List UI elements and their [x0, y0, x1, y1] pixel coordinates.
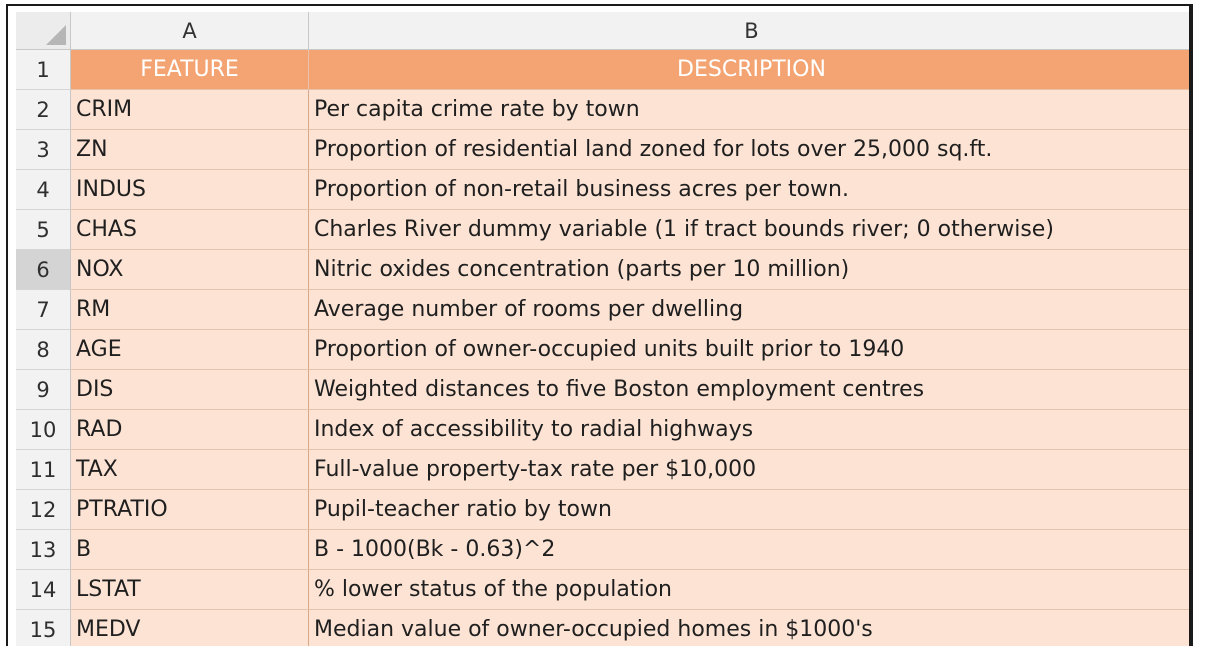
select-all-corner[interactable]: [16, 12, 71, 50]
feature-cell[interactable]: PTRATIO: [71, 490, 309, 530]
feature-cell[interactable]: B: [71, 530, 309, 570]
table-row: 13 B B - 1000(Bk - 0.63)^2: [16, 530, 1189, 570]
select-all-triangle-icon: [46, 25, 66, 45]
description-cell[interactable]: Proportion of owner-occupied units built…: [309, 330, 1189, 370]
table-header-row: 1 FEATURE DESCRIPTION: [16, 50, 1189, 90]
feature-cell[interactable]: RAD: [71, 410, 309, 450]
description-cell[interactable]: Full-value property-tax rate per $10,000: [309, 450, 1189, 490]
feature-cell[interactable]: DIS: [71, 370, 309, 410]
row-number[interactable]: 5: [16, 210, 71, 250]
table-row: 11 TAX Full-value property-tax rate per $1…: [16, 450, 1189, 490]
description-cell[interactable]: Charles River dummy variable (1 if tract…: [309, 210, 1189, 250]
description-cell[interactable]: Pupil-teacher ratio by town: [309, 490, 1189, 530]
description-cell[interactable]: % lower status of the population: [309, 570, 1189, 610]
feature-cell[interactable]: MEDV: [71, 610, 309, 646]
table-row: 15 MEDV Median value of owner-occupied hom…: [16, 610, 1189, 646]
description-cell[interactable]: Index of accessibility to radial highway…: [309, 410, 1189, 450]
table-row: 14 LSTAT% lower status of the population: [16, 570, 1189, 610]
feature-cell[interactable]: ZN: [71, 130, 309, 170]
row-number[interactable]: 15: [16, 610, 71, 646]
table-body: 2 CRIM Per capita crime rate by town 3 ZN Pro…: [16, 90, 1189, 646]
row-number[interactable]: 6: [16, 250, 71, 290]
row-number[interactable]: 3: [16, 130, 71, 170]
row-number[interactable]: 14: [16, 570, 71, 610]
row-number[interactable]: 13: [16, 530, 71, 570]
row-number[interactable]: 12: [16, 490, 71, 530]
row-number[interactable]: 1: [16, 50, 71, 90]
description-header-cell[interactable]: DESCRIPTION: [309, 50, 1189, 90]
table-row: 6 NOX Nitric oxides concentration (parts p…: [16, 250, 1189, 290]
feature-cell[interactable]: RM: [71, 290, 309, 330]
description-cell[interactable]: Proportion of residential land zoned for…: [309, 130, 1189, 170]
table-row: 10 RAD Index of accessibility to radial hi…: [16, 410, 1189, 450]
description-cell[interactable]: B - 1000(Bk - 0.63)^2: [309, 530, 1189, 570]
row-number[interactable]: 10: [16, 410, 71, 450]
feature-header-cell[interactable]: FEATURE: [71, 50, 309, 90]
description-cell[interactable]: Average number of rooms per dwelling: [309, 290, 1189, 330]
feature-cell[interactable]: CRIM: [71, 90, 309, 130]
description-cell[interactable]: Median value of owner-occupied homes in …: [309, 610, 1189, 646]
table-row: 3 ZN Proportion of residential land zoned …: [16, 130, 1189, 170]
feature-cell[interactable]: INDUS: [71, 170, 309, 210]
table-row: 12 PTRATIO Pupil-teacher ratio by town: [16, 490, 1189, 530]
table-row: 4 INDUS Proportion of non-retail business …: [16, 170, 1189, 210]
feature-cell[interactable]: AGE: [71, 330, 309, 370]
row-number[interactable]: 8: [16, 330, 71, 370]
feature-cell[interactable]: TAX: [71, 450, 309, 490]
table-row: 5 CHAS Charles River dummy variable (1 if …: [16, 210, 1189, 250]
row-number[interactable]: 9: [16, 370, 71, 410]
column-header-b[interactable]: B: [309, 12, 1189, 50]
description-cell[interactable]: Nitric oxides concentration (parts per 1…: [309, 250, 1189, 290]
row-number[interactable]: 4: [16, 170, 71, 210]
table-row: 2 CRIM Per capita crime rate by town: [16, 90, 1189, 130]
row-number[interactable]: 2: [16, 90, 71, 130]
table-row: 7 RM Average number of rooms per dwelling: [16, 290, 1189, 330]
description-cell[interactable]: Proportion of non-retail business acres …: [309, 170, 1189, 210]
description-cell[interactable]: Per capita crime rate by town: [309, 90, 1189, 130]
feature-cell[interactable]: CHAS: [71, 210, 309, 250]
spreadsheet-grid: A B 1 FEATURE DESCRIPTION 2 CRIM Per capit…: [16, 12, 1189, 646]
table-row: 9 DIS Weighted distances to five Boston em…: [16, 370, 1189, 410]
column-header-a[interactable]: A: [71, 12, 309, 50]
description-cell[interactable]: Weighted distances to five Boston employ…: [309, 370, 1189, 410]
row-number[interactable]: 7: [16, 290, 71, 330]
table-row: 8 AGE Proportion of owner-occupied units b…: [16, 330, 1189, 370]
column-header-row: A B: [16, 12, 1189, 50]
row-number[interactable]: 11: [16, 450, 71, 490]
feature-cell[interactable]: LSTAT: [71, 570, 309, 610]
spreadsheet-window: A B 1 FEATURE DESCRIPTION 2 CRIM Per capit…: [6, 4, 1193, 646]
feature-cell[interactable]: NOX: [71, 250, 309, 290]
